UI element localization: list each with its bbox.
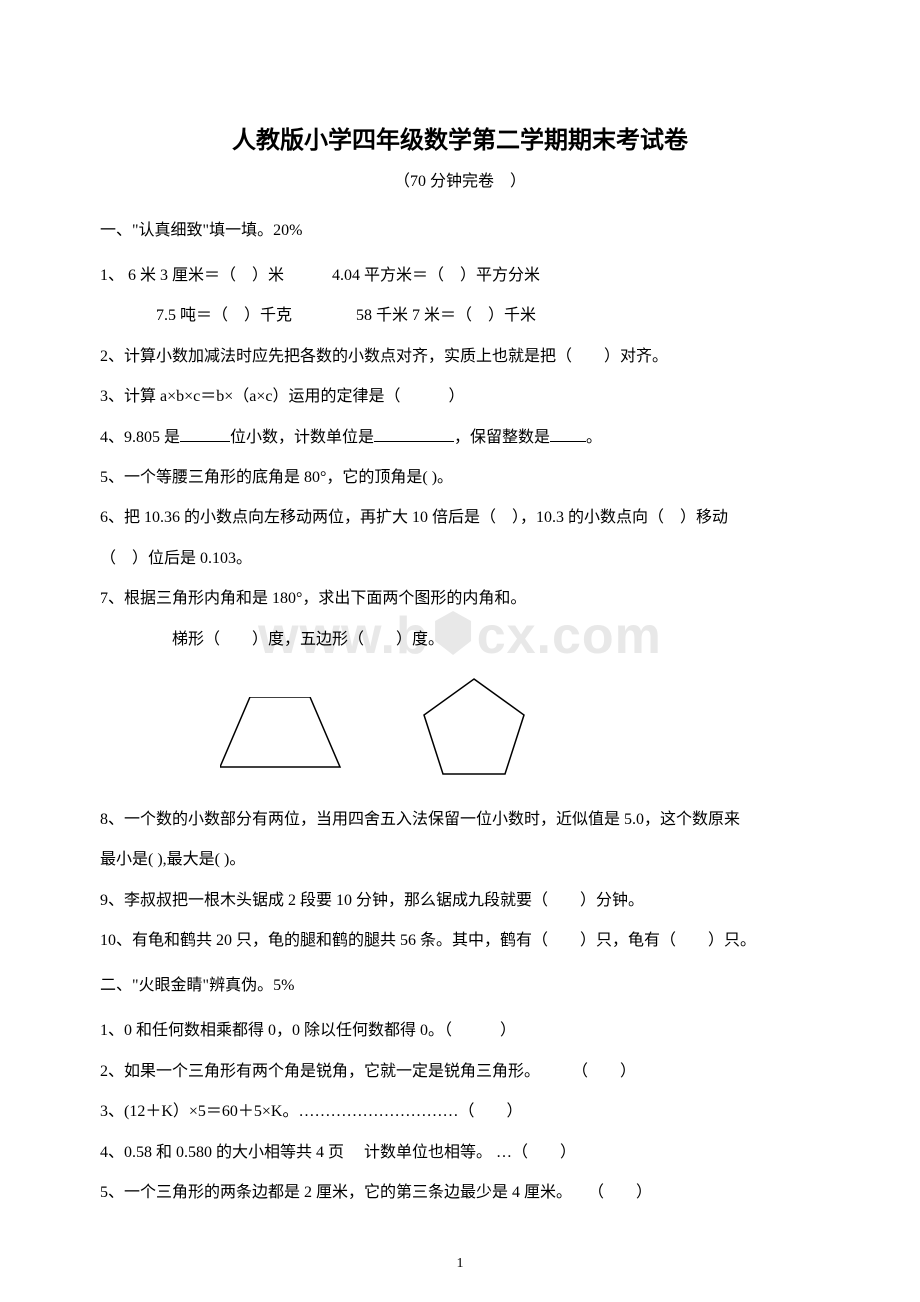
- s2-q4-pre: 4、0.58 和 0.580 的大小相等: [100, 1144, 296, 1161]
- section-2-heading: 二、"火眼金睛"辨真伪。5%: [100, 970, 820, 1002]
- s1-q4-mid2: ，保留整数是: [454, 429, 550, 446]
- s2-q4: 4、0.58 和 0.580 的大小相等共 4 页计数单位也相等。 …（ ）: [100, 1134, 820, 1172]
- shapes-row: [220, 677, 820, 777]
- page-number: 1: [457, 1256, 464, 1272]
- s2-q2: 2、如果一个三角形有两个角是锐角，它就一定是锐角三角形。 （ ）: [100, 1053, 820, 1091]
- document-content: 人教版小学四年级数学第二学期期末考试卷 （70 分钟完卷 ） 一、"认真细致"填…: [100, 120, 820, 1212]
- s1-q7-line2: 梯形（ ）度，五边形（ ）度。: [100, 621, 820, 659]
- s1-q6-line1: 6、把 10.36 的小数点向左移动两位，再扩大 10 倍后是（ ），10.3 …: [100, 499, 820, 537]
- blank-fill: [180, 425, 230, 442]
- page-subtitle: （70 分钟完卷 ）: [100, 167, 820, 191]
- s1-q1-line1: 1、 6 米 3 厘米＝（ ）米 4.04 平方米＝（ ）平方分米: [100, 257, 820, 295]
- s2-q4-end: …（ ）: [492, 1144, 576, 1161]
- s1-q10: 10、有龟和鹤共 20 只，龟的腿和鹤的腿共 56 条。其中，鹤有（ ）只，龟有…: [100, 922, 820, 960]
- s1-q6-line2: （ ）位后是 0.103。: [100, 540, 820, 578]
- s1-q1-line2: 7.5 吨＝（ ）千克 58 千米 7 米＝（ ）千米: [100, 297, 820, 335]
- s2-q1: 1、0 和任何数相乘都得 0，0 除以任何数都得 0。（ ）: [100, 1012, 820, 1050]
- pentagon-shape: [414, 677, 534, 777]
- trapezoid-shape: [220, 697, 360, 777]
- blank-fill: [374, 425, 454, 442]
- s2-q3: 3、(12＋K）×5＝60＋5×K。…………………………（ ）: [100, 1093, 820, 1131]
- page-count-header: 共 4 页: [296, 1134, 364, 1172]
- s1-q8-line2: 最小是( ),最大是( )。: [100, 841, 820, 879]
- s1-q4: 4、9.805 是 位小数，计数单位是 ，保留整数是 。: [100, 419, 820, 457]
- s2-q4-mid: 计数单位也相等。: [364, 1144, 492, 1161]
- s2-q5: 5、一个三角形的两条边都是 2 厘米，它的第三条边最少是 4 厘米。 （ ）: [100, 1174, 820, 1212]
- s1-q4-mid1: 位小数，计数单位是: [230, 429, 374, 446]
- s1-q7-line1: 7、根据三角形内角和是 180°，求出下面两个图形的内角和。: [100, 580, 820, 618]
- s1-q4-pre: 4、9.805 是: [100, 429, 180, 446]
- s1-q9: 9、李叔叔把一根木头锯成 2 段要 10 分钟，那么锯成九段就要（ ）分钟。: [100, 882, 820, 920]
- s1-q4-end: 。: [586, 429, 602, 446]
- s1-q5: 5、一个等腰三角形的底角是 80°，它的顶角是( )。: [100, 459, 820, 497]
- pentagon-polygon: [424, 679, 524, 774]
- trapezoid-polygon: [220, 697, 340, 767]
- blank-fill: [550, 425, 586, 442]
- s1-q3: 3、计算 a×b×c＝b×（a×c）运用的定律是（ ）: [100, 378, 820, 416]
- page-title: 人教版小学四年级数学第二学期期末考试卷: [100, 120, 820, 155]
- section-1-heading: 一、"认真细致"填一填。20%: [100, 215, 820, 247]
- s1-q2: 2、计算小数加减法时应先把各数的小数点对齐，实质上也就是把（ ）对齐。: [100, 338, 820, 376]
- s1-q8-line1: 8、一个数的小数部分有两位，当用四舍五入法保留一位小数时，近似值是 5.0，这个…: [100, 801, 820, 839]
